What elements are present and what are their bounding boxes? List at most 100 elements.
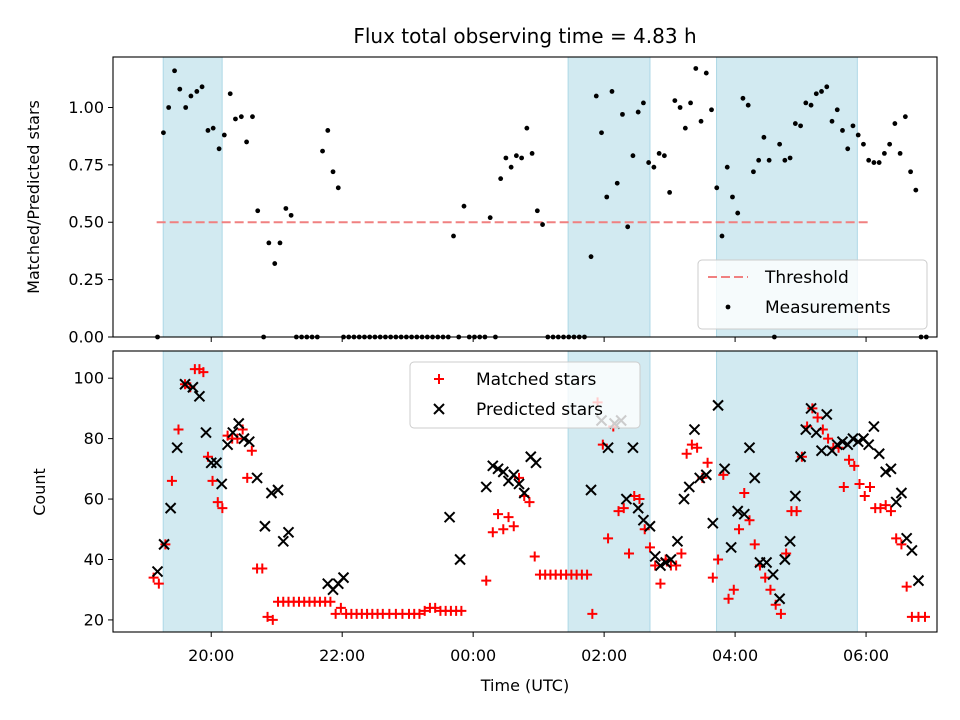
matched-point-97 bbox=[681, 448, 692, 459]
matched-point-85 bbox=[618, 503, 629, 514]
measurement-point-131 bbox=[850, 123, 856, 129]
predicted-point-54 bbox=[683, 481, 695, 493]
matched-point-51 bbox=[419, 605, 430, 616]
matched-point-78 bbox=[582, 569, 593, 580]
matched-point-18 bbox=[242, 472, 253, 483]
predicted-point-25 bbox=[337, 571, 350, 584]
measurement-point-130 bbox=[845, 146, 851, 152]
measurement-point-114 bbox=[761, 134, 767, 140]
predicted-point-94 bbox=[906, 544, 918, 557]
measurement-point-72 bbox=[540, 222, 545, 227]
x-tick-label-4: 04:00 bbox=[712, 646, 758, 665]
predicted-point-33 bbox=[508, 469, 520, 481]
matched-point-13 bbox=[217, 503, 228, 514]
measurement-point-55 bbox=[451, 233, 456, 239]
measurement-point-69 bbox=[524, 125, 530, 131]
count-x-ticks: 20:00 22:00 00:00 02:00 04:00 06:00 bbox=[188, 632, 889, 665]
ratio-legend-box bbox=[697, 259, 928, 330]
predicted-point-20 bbox=[277, 535, 289, 548]
legend-threshold-label: Threshold bbox=[764, 268, 849, 288]
measurement-point-117 bbox=[777, 141, 783, 147]
ratio-x-ticks bbox=[210, 337, 867, 342]
measurement-point-6 bbox=[188, 93, 194, 99]
measurement-point-16 bbox=[244, 139, 249, 145]
matched-point-62 bbox=[498, 524, 509, 535]
predicted-point-68 bbox=[767, 568, 779, 581]
matched-point-61 bbox=[493, 509, 504, 520]
measurement-point-24 bbox=[288, 212, 294, 218]
matched-point-99 bbox=[692, 442, 703, 453]
predicted-point-59 bbox=[712, 399, 724, 412]
count-y-ticks: 20 40 60 80 100 bbox=[73, 369, 113, 629]
predicted-point-81 bbox=[836, 435, 849, 448]
matched-point-142 bbox=[919, 611, 930, 622]
matched-point-95 bbox=[671, 560, 682, 571]
predicted-point-93 bbox=[900, 532, 913, 545]
predicted-point-38 bbox=[585, 484, 597, 496]
predicted-point-70 bbox=[779, 553, 791, 566]
predicted-point-75 bbox=[805, 402, 817, 415]
measurement-point-14 bbox=[233, 116, 238, 122]
predicted-point-77 bbox=[815, 445, 828, 457]
observing-window-1 bbox=[162, 350, 223, 633]
measurement-point-97 bbox=[672, 98, 678, 104]
measurement-point-90 bbox=[635, 109, 641, 115]
matched-point-4 bbox=[173, 424, 184, 435]
predicted-point-11 bbox=[221, 438, 234, 451]
matched-point-3 bbox=[166, 475, 177, 486]
matched-point-82 bbox=[603, 533, 614, 544]
measurement-point-108 bbox=[730, 194, 735, 200]
matched-point-108 bbox=[739, 488, 750, 499]
predicted-point-16 bbox=[251, 472, 263, 484]
predicted-point-5 bbox=[187, 381, 199, 393]
measurement-point-88 bbox=[625, 224, 631, 230]
measurement-point-65 bbox=[503, 155, 509, 161]
predicted-point-48 bbox=[649, 550, 661, 563]
matched-point-86 bbox=[624, 548, 635, 559]
predicted-point-91 bbox=[890, 496, 902, 508]
measurement-point-137 bbox=[881, 150, 887, 156]
measurement-point-12 bbox=[221, 132, 227, 138]
predicted-point-2 bbox=[164, 502, 177, 514]
predicted-point-89 bbox=[879, 466, 892, 478]
measurement-point-138 bbox=[887, 141, 893, 147]
measurement-point-92 bbox=[646, 160, 652, 165]
predicted-point-65 bbox=[749, 472, 761, 484]
matched-point-98 bbox=[686, 439, 697, 450]
observing-window-1 bbox=[162, 56, 223, 338]
matched-point-127 bbox=[838, 481, 849, 492]
matched-point-128 bbox=[844, 454, 855, 465]
measurement-point-1 bbox=[161, 130, 166, 136]
matched-point-109 bbox=[744, 515, 755, 526]
matched-point-53 bbox=[430, 602, 441, 613]
measurement-point-121 bbox=[798, 123, 803, 129]
predicted-point-50 bbox=[659, 556, 672, 569]
y-tick-label-3: 0.75 bbox=[68, 155, 104, 174]
measurement-point-107 bbox=[724, 164, 730, 170]
x-tick-label-5: 06:00 bbox=[843, 646, 889, 665]
measurement-point-4 bbox=[177, 86, 183, 92]
predicted-point-37 bbox=[530, 457, 542, 469]
matched-point-21 bbox=[257, 563, 268, 574]
matched-point-35 bbox=[330, 608, 341, 619]
matched-point-87 bbox=[629, 491, 640, 502]
matched-point-34 bbox=[325, 596, 336, 607]
predicted-point-19 bbox=[272, 484, 284, 496]
predicted-point-67 bbox=[760, 556, 773, 569]
matched-point-16 bbox=[232, 433, 243, 444]
measurement-point-82 bbox=[593, 93, 599, 99]
matched-point-58 bbox=[456, 605, 467, 616]
measurement-point-142 bbox=[908, 169, 913, 175]
measurement-point-86 bbox=[614, 180, 620, 186]
predicted-point-78 bbox=[821, 408, 833, 421]
predicted-point-83 bbox=[847, 432, 859, 445]
predicted-point-14 bbox=[238, 432, 250, 445]
measurement-point-132 bbox=[855, 132, 861, 138]
measurement-point-129 bbox=[840, 128, 845, 133]
matched-point-115 bbox=[775, 608, 786, 619]
measurement-point-120 bbox=[792, 121, 798, 126]
measurement-point-118 bbox=[782, 157, 788, 163]
measurement-point-87 bbox=[620, 111, 625, 117]
predicted-point-63 bbox=[738, 508, 750, 520]
